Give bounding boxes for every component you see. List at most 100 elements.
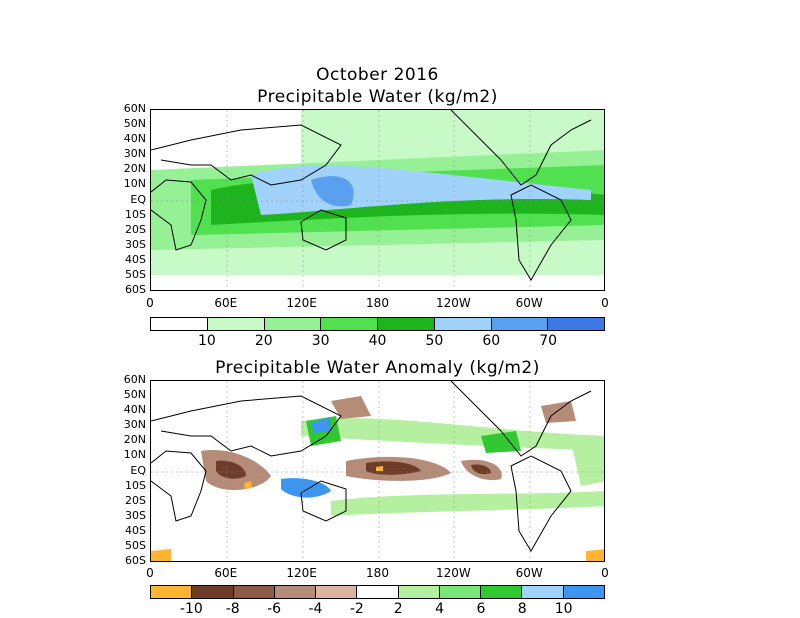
lat-label: 30S bbox=[125, 508, 146, 522]
panel2-title: Precipitable Water Anomaly (kg/m2) bbox=[215, 358, 540, 378]
anom-pos-band-north bbox=[301, 418, 604, 451]
panel1-colorbar bbox=[150, 317, 605, 331]
colorbar-swatch bbox=[434, 318, 492, 330]
lat-label: 50N bbox=[123, 117, 146, 131]
colorbar-label: 6 bbox=[476, 601, 486, 617]
lon-label: 120W bbox=[435, 296, 471, 310]
colorbar-label: 4 bbox=[435, 601, 444, 617]
eurasia-outline bbox=[151, 124, 342, 186]
colorbar-swatch bbox=[151, 586, 193, 598]
lat-label: 10S bbox=[125, 207, 146, 221]
colorbar-label: 70 bbox=[539, 333, 558, 349]
panel1-title-line2: Precipitable Water (kg/m2) bbox=[257, 87, 498, 107]
lat-label: 40S bbox=[125, 252, 146, 266]
pw-band-70 bbox=[311, 176, 354, 207]
colorbar-label: 10 bbox=[197, 333, 216, 349]
lat-label: 10N bbox=[123, 177, 146, 191]
lat-label: 50S bbox=[125, 538, 146, 552]
lat-label: EQ bbox=[130, 463, 146, 477]
colorbar-swatch bbox=[357, 586, 399, 598]
colorbar-label: -10 bbox=[179, 601, 203, 617]
colorbar-label: 60 bbox=[482, 333, 501, 349]
colorbar-swatch bbox=[378, 318, 435, 330]
colorbar-label: 40 bbox=[368, 333, 387, 349]
colorbar-label: -6 bbox=[267, 601, 282, 617]
anom-neg-northwest bbox=[331, 396, 371, 419]
colorbar-label: 8 bbox=[517, 601, 527, 617]
south-america-outline bbox=[510, 184, 572, 281]
colorbar-swatch bbox=[151, 318, 208, 330]
colorbar-swatch bbox=[439, 586, 482, 598]
colorbar-swatch bbox=[321, 318, 378, 330]
colorbar-swatch bbox=[316, 586, 358, 598]
lat-label: 50S bbox=[125, 267, 146, 281]
panel2-map bbox=[150, 380, 605, 562]
lat-label: 10N bbox=[123, 448, 146, 462]
lon-label: 60W bbox=[515, 296, 543, 310]
lat-label: 20N bbox=[123, 433, 146, 447]
colorbar-swatch bbox=[274, 586, 317, 598]
anom-neg-max-southeast bbox=[586, 549, 604, 561]
colorbar-label: 2 bbox=[393, 601, 403, 617]
lon-label: 60W bbox=[515, 566, 543, 580]
colorbar-label: 10 bbox=[554, 601, 573, 617]
anom-neg-strong-east bbox=[471, 464, 491, 475]
eurasia-outline-2 bbox=[151, 395, 342, 457]
colorbar-label: 30 bbox=[311, 333, 330, 349]
lat-label: 60S bbox=[125, 283, 146, 296]
colorbar-swatch bbox=[481, 586, 523, 598]
lat-label: 60S bbox=[125, 554, 146, 567]
lon-label: 120E bbox=[286, 566, 317, 580]
lon-label: 0 bbox=[146, 296, 154, 310]
colorbar-swatch bbox=[491, 318, 549, 330]
colorbar-swatch bbox=[563, 586, 604, 598]
colorbar-label: 50 bbox=[425, 333, 444, 349]
north-america-outline-2 bbox=[450, 381, 592, 457]
colorbar-label: 20 bbox=[254, 333, 273, 349]
lon-label: 0 bbox=[601, 296, 609, 310]
anom-neg-max-southwest bbox=[151, 549, 171, 561]
colorbar-label: -4 bbox=[308, 601, 323, 617]
lat-label: 50N bbox=[123, 388, 146, 402]
north-america-outline bbox=[450, 110, 592, 186]
colorbar-label: -8 bbox=[225, 601, 240, 617]
colorbar-swatch bbox=[264, 318, 322, 330]
panel1-title-line1: October 2016 bbox=[316, 65, 439, 85]
lon-label: 60E bbox=[214, 566, 238, 580]
lat-label: 40N bbox=[123, 403, 146, 417]
africa-outline bbox=[151, 179, 207, 251]
panel2-colorbar bbox=[150, 585, 605, 599]
anom-pos-japan-sea bbox=[311, 417, 331, 433]
lon-label: 0 bbox=[146, 566, 154, 580]
colorbar-swatch bbox=[207, 318, 265, 330]
anom-neg-max-indian bbox=[244, 481, 252, 489]
lon-label: 120E bbox=[286, 296, 317, 310]
lat-label: 20S bbox=[125, 493, 146, 507]
anom-pos-caribbean bbox=[481, 431, 521, 453]
colorbar-swatch bbox=[398, 586, 440, 598]
anom-pos-atlantic bbox=[571, 436, 604, 486]
lat-label: 30N bbox=[123, 147, 146, 161]
anom-neg-strong-indian bbox=[216, 460, 246, 479]
anom-neg-max-pacific bbox=[376, 466, 383, 471]
colorbar-swatch bbox=[192, 586, 234, 598]
lat-label: 20N bbox=[123, 162, 146, 176]
lat-label: EQ bbox=[130, 192, 146, 206]
colorbar-swatch bbox=[548, 318, 604, 330]
lat-label: 30S bbox=[125, 237, 146, 251]
anom-pos-band-south bbox=[331, 491, 604, 516]
colorbar-swatch bbox=[233, 586, 275, 598]
lat-label: 40S bbox=[125, 523, 146, 537]
colorbar-swatch bbox=[522, 586, 564, 598]
lon-label: 120W bbox=[435, 566, 471, 580]
lat-label: 10S bbox=[125, 478, 146, 492]
colorbar-label: -2 bbox=[349, 601, 364, 617]
lat-label: 60N bbox=[123, 102, 146, 115]
africa-outline-2 bbox=[151, 450, 207, 522]
lon-label: 180 bbox=[366, 296, 389, 310]
lon-label: 0 bbox=[601, 566, 609, 580]
south-america-outline-2 bbox=[510, 455, 572, 552]
lat-label: 20S bbox=[125, 222, 146, 236]
lat-label: 40N bbox=[123, 132, 146, 146]
anom-neg-strong-pacific bbox=[366, 461, 421, 475]
